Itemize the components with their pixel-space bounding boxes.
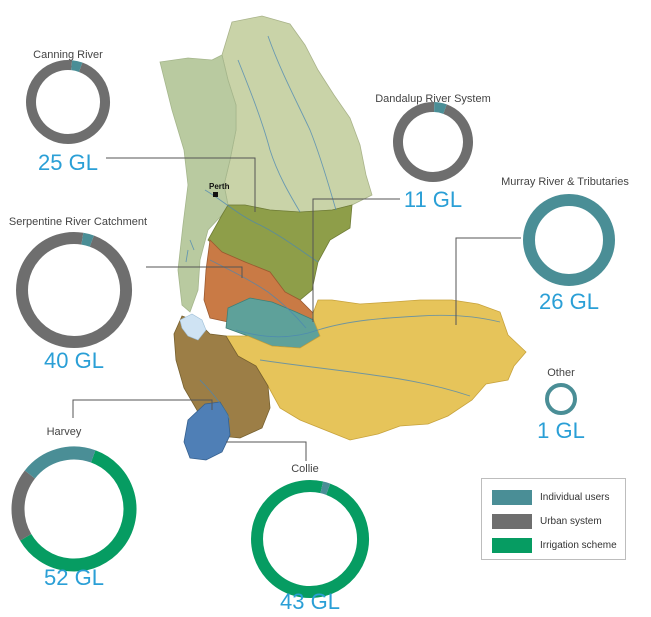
donut-slice-dandalup-individual-users: [433, 102, 447, 114]
donut-serpentine: Serpentine River Catchment 40 GL: [9, 216, 147, 373]
donut-slice-harvey-irrigation-scheme: [20, 450, 137, 572]
perth-marker: [213, 192, 218, 197]
leader-murray: [455, 237, 521, 325]
catchment-name-harvey: Harvey: [47, 426, 82, 438]
legend-label-irrigation-scheme: Irrigation scheme: [540, 539, 617, 551]
donut-murray: Murray River & Tributaries 26 GL: [501, 176, 629, 314]
map-harvey-catchment: [173, 315, 271, 439]
catchment-name-dandalup: Dandalup River System: [375, 93, 491, 105]
donut-slice-serpentine-individual-users: [81, 232, 94, 247]
catchment-value-murray: 26 GL: [539, 289, 599, 314]
catchment-value-harvey: 52 GL: [44, 565, 104, 590]
donut-slice-collie-individual-users: [320, 481, 331, 495]
leader-collie: [226, 441, 307, 461]
leader-serpentine: [146, 266, 243, 278]
donut-slice-serpentine-urban-system: [16, 232, 132, 348]
map-collie-coastal: [183, 401, 231, 461]
leader-harvey: [72, 399, 213, 418]
legend-swatch-irrigation-scheme: [492, 537, 532, 553]
leader-dandalup: [312, 198, 400, 322]
catchment-value-serpentine: 40 GL: [44, 348, 104, 373]
catchment-name-serpentine: Serpentine River Catchment: [9, 216, 147, 228]
catchment-value-dandalup: 11 GL: [404, 187, 462, 212]
donut-slice-canning-individual-users: [71, 60, 83, 72]
legend-swatch-individual-users: [492, 489, 532, 505]
donut-charts: Canning River 25 GL Dandalup River System 1…: [9, 49, 629, 614]
donut-slice-canning-urban-system: [26, 60, 111, 144]
catchment-value-other: 1 GL: [537, 418, 585, 443]
catchment-name-other: Other: [547, 367, 575, 379]
catchment-value-canning: 25 GL: [38, 150, 98, 175]
legend-swatch-urban-system: [492, 513, 532, 529]
legend-item-urban-system: Urban system: [492, 512, 602, 530]
map-north-hills: [221, 15, 373, 213]
donut-slice-collie-irrigation-scheme: [251, 480, 369, 598]
leader-lines: [72, 157, 521, 461]
donut-slice-harvey-urban-system: [11, 470, 36, 541]
perth-label: Perth: [209, 182, 230, 191]
catchment-name-collie: Collie: [291, 463, 319, 475]
legend-item-irrigation-scheme: Irrigation scheme: [492, 536, 617, 554]
legend-label-urban-system: Urban system: [540, 515, 602, 527]
catchment-name-canning: Canning River: [33, 49, 103, 61]
legend: Individual users Urban system Irrigation…: [481, 478, 626, 560]
donut-canning: Canning River 25 GL: [26, 49, 111, 175]
donut-slice-murray-individual-users: [523, 194, 615, 286]
map-peel-inlet: [179, 313, 207, 341]
catchment-name-murray: Murray River & Tributaries: [501, 176, 629, 188]
legend-label-individual-users: Individual users: [540, 491, 610, 503]
leader-canning: [106, 157, 256, 212]
donut-harvey: Harvey 52 GL: [11, 426, 137, 590]
donut-dandalup: Dandalup River System 11 GL: [375, 93, 491, 212]
map-coastal-plain: [159, 54, 237, 313]
donut-collie: Collie 43 GL: [251, 463, 369, 614]
donut-slice-dandalup-urban-system: [393, 102, 473, 182]
catchment-value-collie: 43 GL: [280, 589, 340, 614]
legend-item-individual-users: Individual users: [492, 488, 609, 506]
donut-other: Other 1 GL: [537, 367, 585, 443]
donut-slice-other-individual-users: [545, 383, 577, 415]
donut-slice-harvey-individual-users: [24, 446, 96, 479]
